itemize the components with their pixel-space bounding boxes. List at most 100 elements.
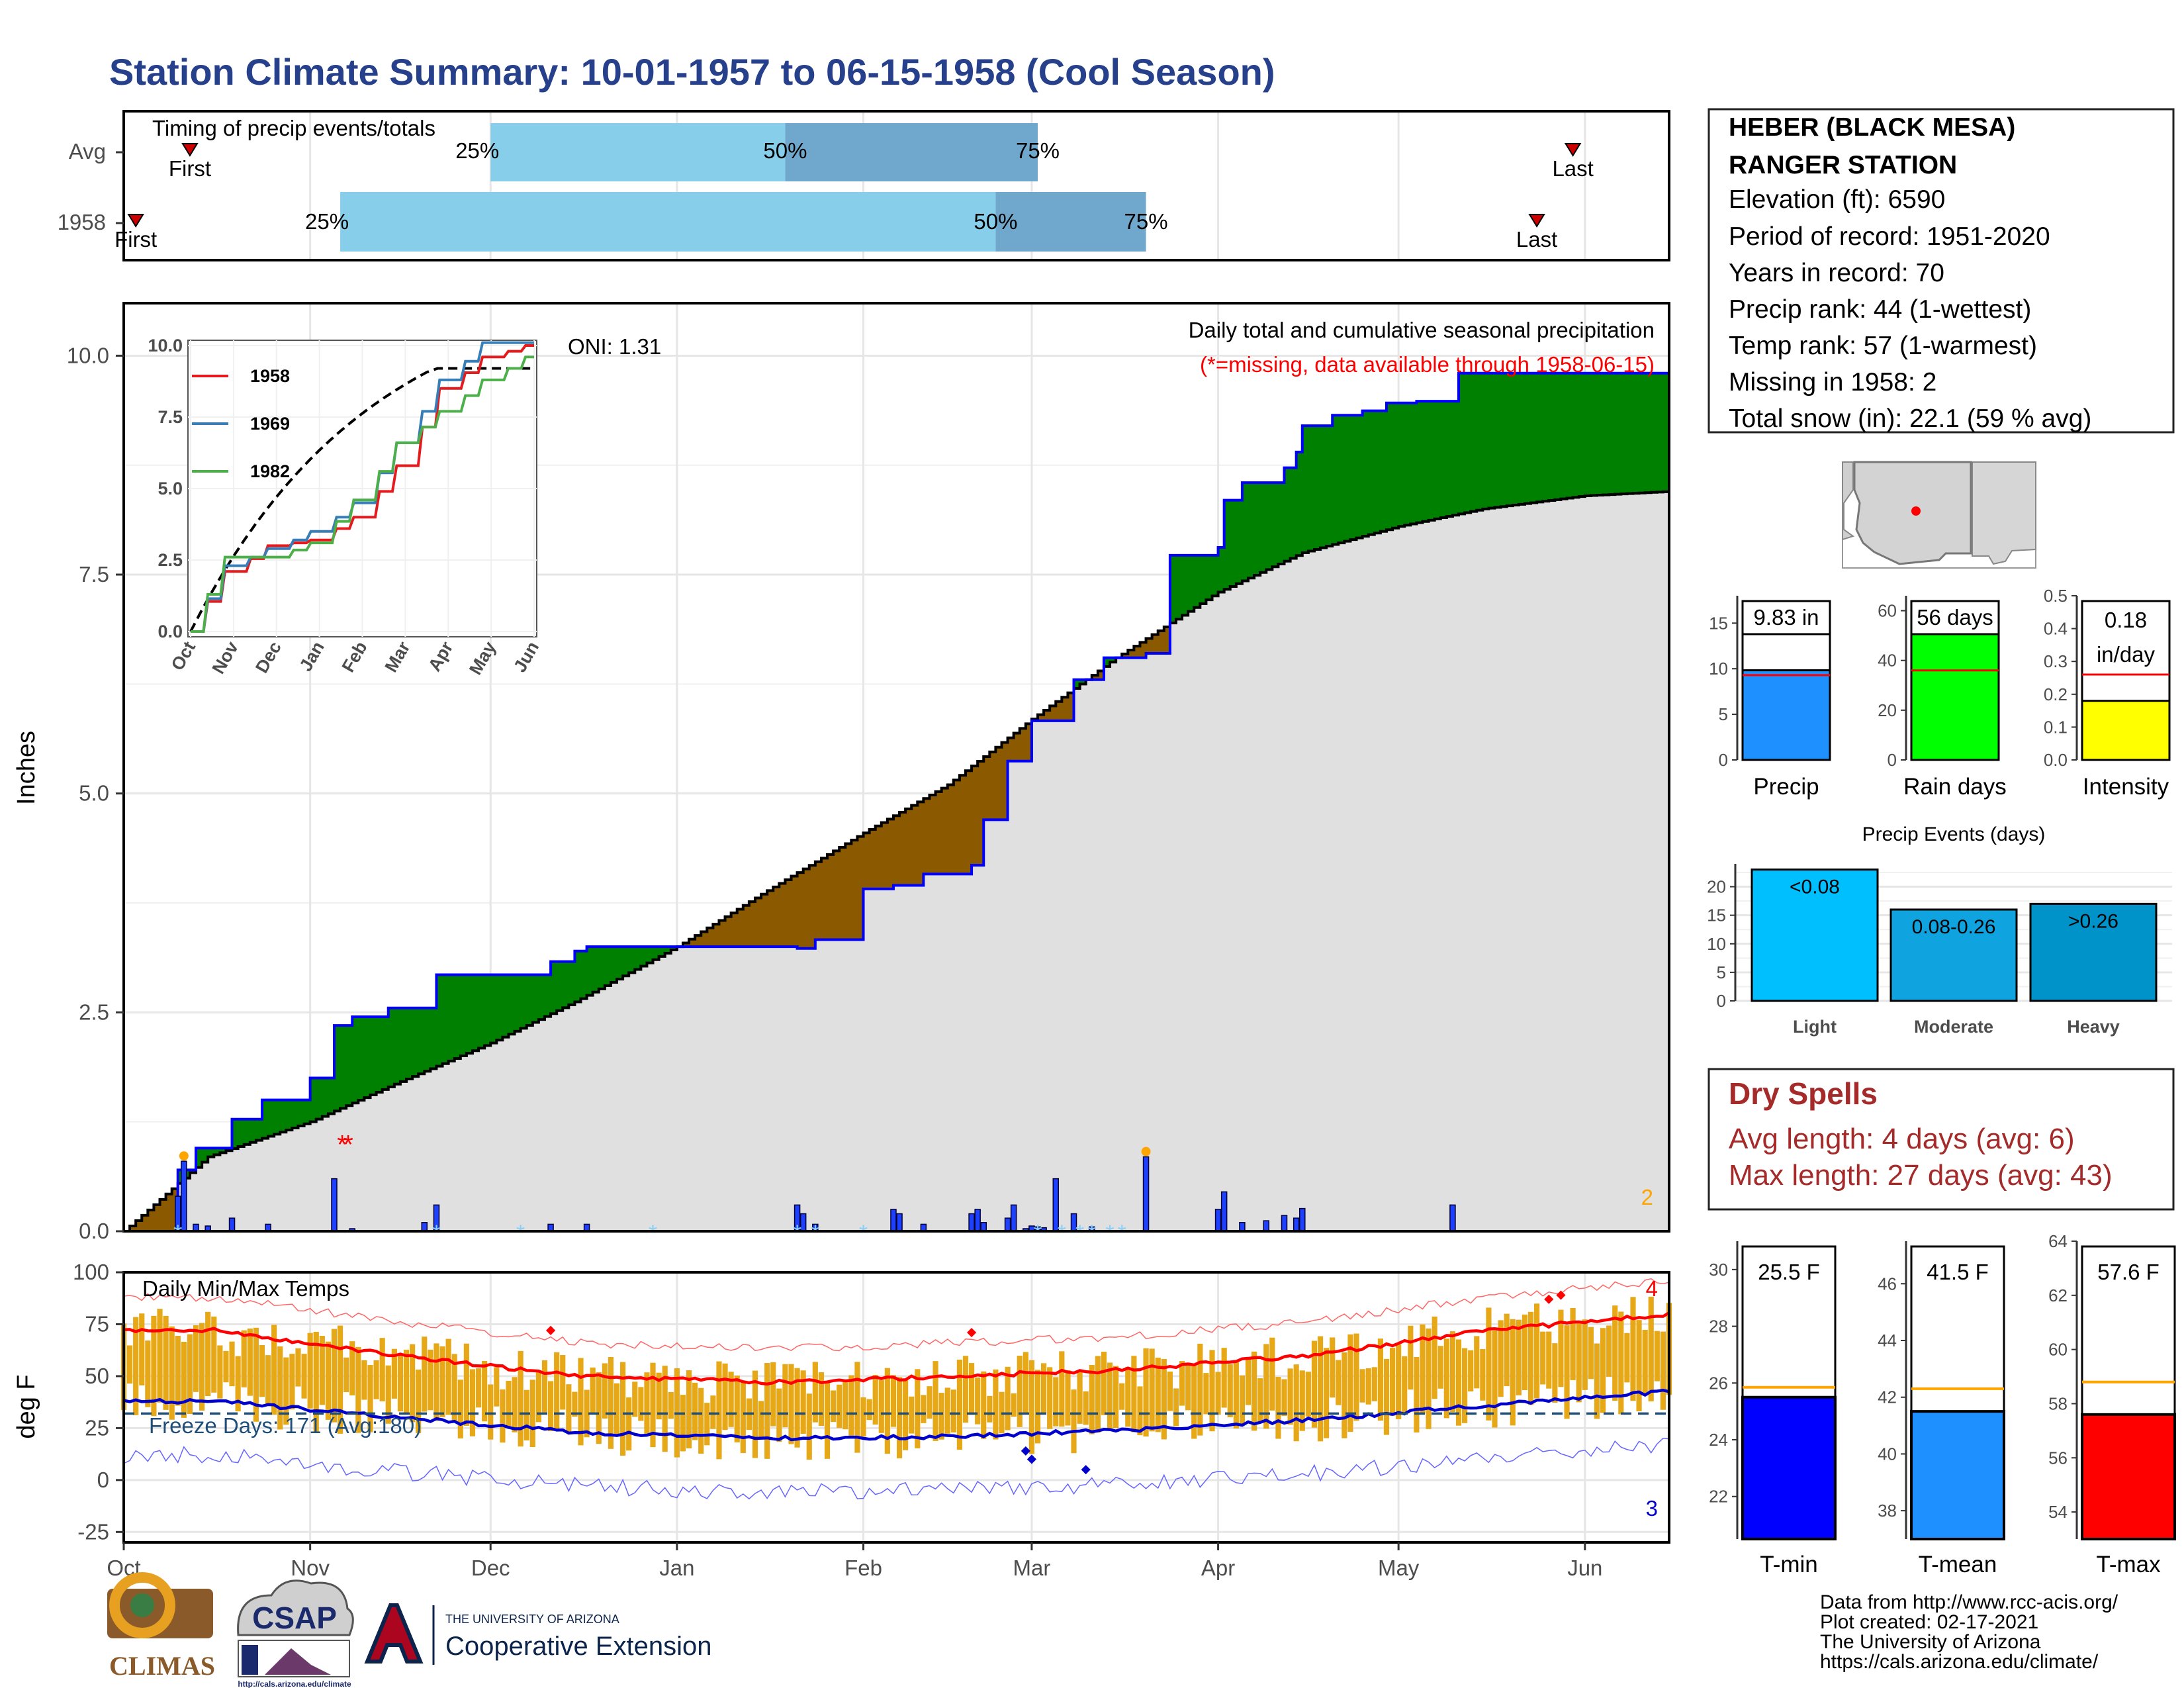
daily-temp-range-bar [1408,1325,1414,1390]
below-avg-area [1013,733,1021,761]
snow-marker: * [432,1221,441,1246]
tsum-category-label: T-max [2096,1552,2161,1577]
observed-cumulative-line [124,370,1670,1233]
tsum-tick-label: 60 [2048,1340,2068,1360]
below-avg-area [1091,675,1099,680]
above-avg-area [1350,415,1357,540]
daily-temp-range-bar [445,1338,451,1415]
below-avg-area [725,916,732,947]
daily-temp-range-bar [1005,1366,1011,1430]
temp-ylabel: deg F [13,1374,40,1438]
summary-bar [1741,669,1831,761]
below-avg-area [803,868,810,949]
daily-temp-range-bar [422,1336,428,1412]
below-avg-area [875,825,882,889]
above-avg-area [557,961,563,1011]
below-avg-area [815,861,822,940]
daily-temp-range-bar [1324,1348,1330,1438]
above-avg-area [1446,401,1453,517]
above-avg-area [208,1148,214,1157]
daily-temp-range-bar [367,1365,373,1432]
station-period: Period of record: 1951-2020 [1729,222,2050,251]
above-avg-area [1356,415,1363,538]
footer-line-1: Data from http://www.rcc-acis.org/ [1820,1591,2118,1613]
above-avg-area [1543,373,1549,502]
daily-temp-range-bar [578,1358,584,1446]
above-avg-area [382,1016,389,1090]
daily-temp-range-bar [860,1397,866,1437]
daily-temp-range-bar [313,1331,319,1432]
above-avg-area [496,974,503,1041]
daily-temp-range-bar [1353,1333,1359,1421]
above-avg-area [418,1008,425,1074]
daily-temp-range-bar [547,1381,554,1431]
timing-bar-upper [785,123,1038,181]
above-avg-area [436,974,443,1066]
tsum-tick-label: 54 [2048,1502,2068,1522]
daily-temp-range-bar [608,1357,614,1449]
daily-temp-range-bar [878,1380,884,1433]
below-avg-area [1062,697,1069,721]
timing-marker [127,214,144,228]
daily-precip-bar [890,1209,897,1232]
daily-temp-range-bar [710,1395,716,1429]
daily-temp-range-bar [1155,1357,1161,1432]
daily-temp-range-bar [933,1361,938,1441]
daily-temp-range-bar [890,1375,897,1427]
climas-text: CLIMAS [109,1651,215,1681]
below-avg-area [797,872,804,949]
below-avg-area [737,909,744,947]
daily-temp-range-bar [1420,1324,1426,1414]
precip-ytick-label: 5.0 [79,781,109,806]
above-avg-area [514,974,522,1031]
timing-bar-upper [995,192,1146,252]
below-avg-area [165,1194,173,1231]
daily-temp-range-bar [800,1370,806,1434]
events-title: Precip Events (days) [1862,823,2046,845]
above-avg-area [280,1100,287,1133]
daily-temp-range-bar [289,1354,295,1410]
daily-temp-range-bar [1383,1358,1390,1435]
daily-temp-range-bar [253,1327,259,1422]
station-temp-rank: Temp rank: 57 (1-warmest) [1729,332,2037,360]
below-avg-area [965,771,972,874]
daily-temp-range-bar [1071,1389,1077,1454]
summary-tick-label: 0.1 [2044,717,2068,737]
below-avg-area [148,1209,155,1231]
month-tick-label: Nov [291,1556,330,1580]
daily-temp-range-bar [927,1386,933,1419]
below-avg-area [749,902,756,947]
timing-bar-lower [490,123,786,181]
month-tick-label: May [1378,1556,1420,1580]
daily-temp-range-bar [1299,1370,1305,1431]
daily-temp-range-bar [1191,1365,1197,1439]
above-avg-area [520,974,527,1029]
summary-category-label: Precip [1753,774,1819,800]
tsum-tick-label: 64 [2048,1231,2068,1251]
above-avg-area [1584,373,1592,496]
below-avg-area [1163,626,1171,654]
snow-marker: * [516,1221,525,1246]
daily-temp-range-bar [632,1382,638,1417]
above-avg-area [244,1119,251,1145]
below-avg-area [791,876,798,947]
daily-temp-range-bar [187,1334,193,1415]
daily-temp-range-bar [1245,1357,1251,1405]
daily-temp-range-bar [410,1344,416,1423]
below-avg-area [1128,649,1134,658]
daily-temp-range-bar [1660,1331,1666,1410]
daily-temp-range-bar [151,1315,157,1417]
precip-ylabel: Inches [13,731,40,805]
below-avg-area [959,775,966,874]
missing-data-marker: * [337,1131,347,1160]
timing-pct-label: 50% [974,209,1017,234]
dry-spells-title: Dry Spells [1729,1076,1878,1111]
below-avg-area [995,747,1003,820]
dry-spells-avg: Avg length: 4 days (avg: 6) [1729,1123,2075,1155]
above-avg-area [563,961,569,1008]
tsum-tick-label: 62 [2048,1286,2068,1305]
climas-logo: CLIMAS [107,1572,215,1681]
below-avg-area [1038,714,1044,721]
daily-temp-range-bar [1462,1348,1468,1423]
daily-temp-range-bar [1402,1356,1408,1413]
